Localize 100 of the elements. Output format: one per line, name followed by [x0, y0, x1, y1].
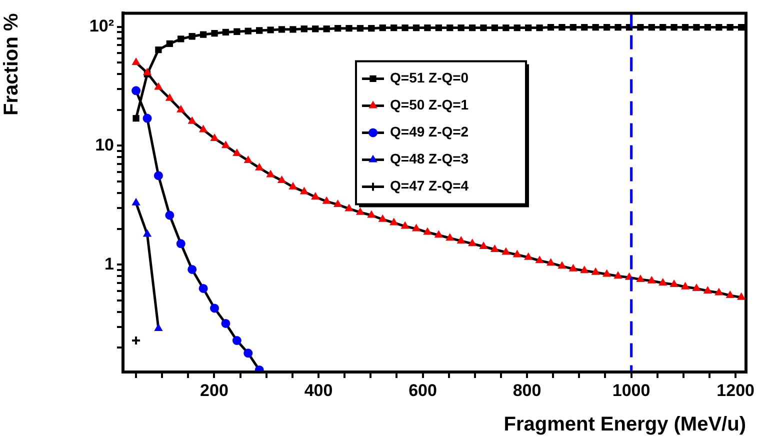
point — [142, 114, 152, 123]
point — [614, 24, 622, 31]
point — [290, 26, 296, 33]
point — [232, 336, 242, 346]
point — [592, 268, 600, 275]
point — [704, 24, 712, 31]
point — [446, 24, 454, 32]
y-axis-title: Fraction % — [0, 12, 23, 116]
point — [266, 170, 275, 178]
point — [581, 24, 588, 31]
point — [681, 282, 690, 290]
point — [132, 58, 140, 66]
point — [446, 234, 454, 241]
point — [569, 264, 578, 272]
point — [143, 230, 152, 237]
point — [222, 141, 230, 148]
point — [154, 82, 162, 90]
point — [244, 156, 252, 164]
point — [738, 24, 745, 31]
point — [178, 36, 184, 42]
point — [368, 24, 375, 32]
point — [658, 278, 667, 286]
point — [312, 26, 319, 32]
point — [546, 258, 555, 266]
point — [210, 304, 219, 313]
x-axis-title: Fragment Energy (MeV/u) — [504, 414, 746, 436]
point — [255, 163, 264, 170]
point — [198, 284, 208, 293]
point — [558, 262, 566, 269]
point — [570, 24, 577, 31]
point — [356, 208, 364, 215]
point — [424, 228, 432, 235]
point — [322, 196, 331, 204]
point — [682, 24, 689, 31]
point — [401, 222, 410, 229]
point — [602, 270, 611, 277]
point — [468, 24, 476, 32]
point — [636, 274, 644, 282]
point — [502, 248, 510, 255]
point — [199, 125, 208, 132]
point — [514, 24, 520, 32]
point — [131, 336, 142, 346]
x-tick-label: 800 — [512, 380, 542, 400]
point — [222, 28, 230, 36]
point — [513, 250, 522, 258]
point — [660, 24, 666, 31]
x-tick-label: 1200 — [716, 380, 754, 400]
point — [402, 24, 408, 32]
point — [378, 214, 387, 222]
point — [524, 252, 532, 260]
legend-label: Q=48 Z-Q=3 — [390, 150, 469, 167]
x-tick-label: 200 — [200, 380, 228, 400]
point — [166, 40, 173, 48]
legend-label: Q=49 Z-Q=2 — [390, 124, 469, 140]
point — [188, 116, 196, 124]
point — [412, 24, 420, 32]
point — [458, 24, 464, 32]
point — [278, 176, 286, 183]
point — [693, 24, 700, 31]
point — [211, 30, 218, 37]
point — [154, 171, 163, 180]
point — [737, 292, 746, 300]
point — [502, 24, 510, 32]
point — [457, 236, 466, 244]
point — [480, 242, 488, 249]
point — [334, 24, 342, 32]
point — [490, 244, 499, 252]
point — [558, 24, 566, 31]
point — [210, 134, 218, 141]
x-tick-label: 600 — [408, 380, 437, 400]
point — [580, 266, 588, 274]
point — [176, 105, 185, 112]
legend-label: Q=47 Z-Q=4 — [390, 178, 469, 194]
point — [726, 24, 734, 31]
point — [648, 24, 655, 31]
point — [592, 24, 599, 31]
point — [166, 94, 174, 101]
point — [200, 31, 207, 38]
point — [692, 284, 700, 291]
point — [716, 24, 722, 31]
point — [232, 148, 241, 156]
point — [547, 24, 554, 31]
point — [726, 290, 734, 298]
point — [670, 24, 678, 31]
point — [704, 286, 712, 294]
point — [244, 28, 252, 34]
point — [188, 33, 196, 40]
point — [288, 182, 297, 190]
point — [300, 26, 308, 32]
legend-label: Q=51 Z-Q=0 — [390, 70, 469, 86]
point — [132, 86, 141, 96]
point — [434, 230, 443, 238]
point — [323, 26, 330, 32]
point — [188, 264, 197, 274]
point — [390, 24, 398, 32]
point — [244, 348, 253, 358]
point — [379, 24, 386, 32]
point — [278, 26, 286, 33]
point — [670, 280, 678, 288]
point — [356, 24, 364, 32]
